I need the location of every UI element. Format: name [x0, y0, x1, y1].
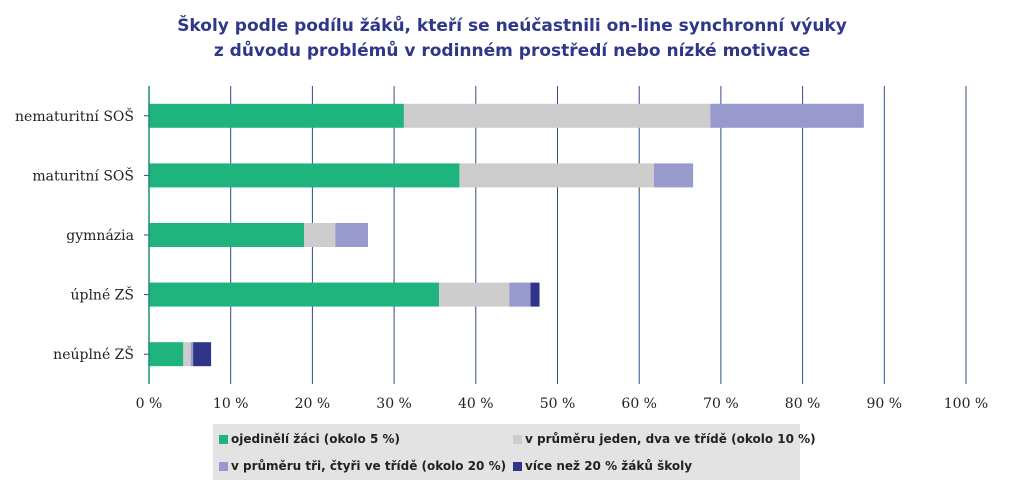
x-tick-label-0: 0 %: [136, 396, 163, 412]
bar-0-series-0: [149, 103, 404, 128]
x-tick-label-1: 10 %: [213, 396, 249, 412]
chart-legend: ojedinělí žáci (okolo 5 %) v průměru jed…: [213, 424, 816, 480]
bar-3-series-3: [530, 282, 540, 307]
bar-2-series-1: [304, 223, 336, 247]
bar-2-series-0: [149, 223, 305, 247]
chart-title: Školy podle podílu žáků, kteří se neúčas…: [0, 14, 1024, 64]
bar-4-series-1: [183, 342, 191, 367]
x-tick-label-2: 20 %: [295, 396, 331, 412]
bar-2-series-2: [335, 223, 368, 247]
bar-1-series-1: [459, 163, 654, 188]
bar-4-series-0: [149, 342, 184, 367]
category-label-3: úplné ZŠ: [70, 286, 134, 304]
category-label-0: nematuritní SOŠ: [15, 107, 134, 125]
legend-item-1: ojedinělí žáci (okolo 5 %): [219, 432, 400, 446]
x-tick-label-10: 100 %: [944, 396, 988, 412]
legend-label-3: v průměru tři, čtyři ve třídě (okolo 20 …: [231, 459, 507, 473]
x-tick-label-3: 30 %: [376, 396, 412, 412]
bar-4-series-3: [193, 342, 212, 367]
bar-0-series-2: [710, 103, 864, 128]
bar-4-series-2: [190, 342, 194, 367]
bar-3-series-1: [439, 282, 510, 307]
x-tick-label-9: 90 %: [867, 396, 903, 412]
bar-1-series-2: [653, 163, 694, 188]
legend-swatch-1: [219, 434, 228, 444]
x-tick-label-6: 60 %: [621, 396, 657, 412]
legend-item-2: v průměru jeden, dva ve třídě (okolo 10 …: [513, 432, 816, 446]
chart-title-line-2: z důvodu problémů v rodinném prostředí n…: [213, 41, 811, 61]
chart-plot: 0 % 10 % 20 % 30 % 40 % 50 % 60 % 70 % 80 % 90 % 1…: [15, 86, 988, 412]
chart-title-line-1: Školy podle podílu žáků, kteří se neúčas…: [177, 16, 847, 36]
legend-swatch-2: [513, 434, 522, 444]
legend-item-4: více než 20 % žáků školy: [513, 459, 692, 473]
x-tick-label-8: 80 %: [785, 396, 821, 412]
legend-label-2: v průměru jeden, dva ve třídě (okolo 10 …: [525, 432, 816, 446]
bar-1-series-0: [149, 163, 460, 188]
bar-3-series-2: [509, 282, 531, 307]
legend-item-3: v průměru tři, čtyři ve třídě (okolo 20 …: [219, 459, 506, 473]
legend-label-4: více než 20 % žáků školy: [525, 459, 693, 473]
legend-swatch-4: [513, 461, 522, 471]
category-label-4: neúplné ZŠ: [53, 345, 134, 363]
category-label-2: gymnázia: [66, 228, 134, 244]
bar-3-series-0: [149, 282, 440, 307]
category-label-1: maturitní SOŠ: [32, 166, 134, 184]
x-tick-label-5: 50 %: [540, 396, 576, 412]
legend-swatch-3: [219, 461, 228, 471]
bar-0-series-1: [403, 103, 711, 128]
x-tick-label-4: 40 %: [458, 396, 494, 412]
legend-label-1: ojedinělí žáci (okolo 5 %): [231, 432, 400, 446]
x-tick-label-7: 70 %: [703, 396, 739, 412]
